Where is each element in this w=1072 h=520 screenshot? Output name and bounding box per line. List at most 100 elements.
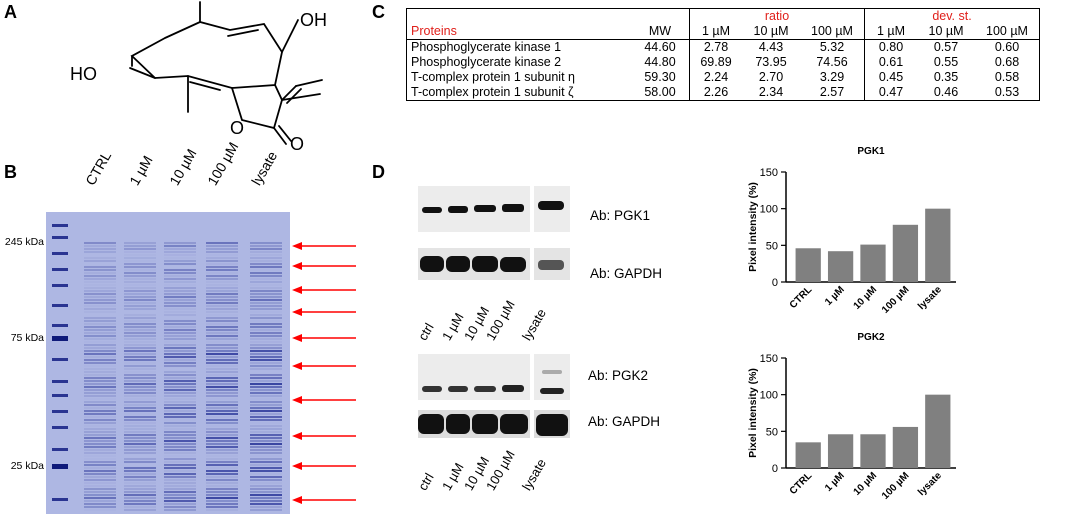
lane-band: [84, 398, 116, 400]
lane-band: [206, 341, 238, 343]
lane-band: [206, 263, 238, 265]
lane-band: [206, 248, 238, 250]
lane-band: [124, 506, 156, 508]
lane-band: [206, 311, 238, 313]
lane-band: [206, 458, 238, 460]
protein-name: T-complex protein 1 subunit η: [411, 70, 575, 84]
band-arrowhead: [292, 262, 302, 270]
lane-band: [124, 440, 156, 442]
x-tick-label: 10 µM: [852, 470, 880, 498]
dev-value: 0.80: [878, 40, 904, 54]
lane-band: [84, 308, 116, 310]
mw-value: 59.30: [631, 70, 690, 85]
lane-band: [250, 509, 282, 511]
lane-band: [206, 245, 238, 247]
chart-title: PGK2: [857, 332, 885, 343]
lane-band: [250, 452, 282, 454]
lane-band: [84, 425, 116, 427]
marker-label-245: 245 kDa: [4, 236, 44, 248]
lane-band: [164, 326, 196, 328]
lane-band: [206, 407, 238, 409]
lane-band: [206, 452, 238, 454]
lane-band: [164, 311, 196, 313]
panel-letter-d: D: [372, 162, 385, 182]
band-arrowhead: [292, 496, 302, 504]
lane-band: [124, 443, 156, 445]
marker-band: [52, 358, 68, 361]
lane-band: [164, 425, 196, 427]
lane-band: [206, 305, 238, 307]
lane-band: [250, 368, 282, 370]
lane-band: [250, 464, 282, 466]
marker-band: [52, 410, 68, 413]
lane-band: [84, 329, 116, 331]
lane-band: [124, 320, 156, 322]
ratio-value: 3.29: [800, 70, 865, 85]
lane-band: [250, 494, 282, 496]
lane-band: [250, 497, 282, 499]
lane-band: [164, 254, 196, 256]
x-tick-label: 1 µM: [823, 284, 847, 308]
marker-band: [52, 252, 68, 255]
lane-band: [84, 326, 116, 328]
lane-band: [84, 416, 116, 418]
lane-band: [250, 284, 282, 286]
lane-band: [250, 329, 282, 331]
lane-band: [164, 491, 196, 493]
lane-band: [124, 332, 156, 334]
lane-band: [84, 395, 116, 397]
lane-band: [124, 470, 156, 472]
x-tick-label: 1 µM: [823, 470, 847, 494]
lane-band: [124, 467, 156, 469]
bar: [795, 248, 821, 282]
lane-band: [206, 479, 238, 481]
ratio-value: 69.89: [700, 55, 732, 69]
lane-band: [124, 434, 156, 436]
lane-band: [206, 293, 238, 295]
lane-band: [124, 452, 156, 454]
band-arrowhead: [292, 334, 302, 342]
lane-band: [250, 488, 282, 490]
dev-conc-header: 1 µM: [864, 24, 917, 40]
lane-band: [250, 278, 282, 280]
lane-band: [250, 374, 282, 376]
lane-band: [124, 245, 156, 247]
lane-band: [164, 392, 196, 394]
lane-band: [250, 281, 282, 283]
lane-band: [84, 422, 116, 424]
lane-band: [84, 464, 116, 466]
lane-band: [164, 257, 196, 259]
lane-band: [124, 392, 156, 394]
lane-band: [206, 431, 238, 433]
lane-band: [206, 362, 238, 364]
lane-band: [206, 434, 238, 436]
lane-band: [164, 479, 196, 481]
lane-band: [164, 398, 196, 400]
lane-band: [84, 251, 116, 253]
lane-band: [84, 347, 116, 349]
lane-band: [164, 266, 196, 268]
lane-band: [124, 356, 156, 358]
lane-band: [124, 314, 156, 316]
lane-band: [250, 308, 282, 310]
lane-band: [206, 350, 238, 352]
lane-band: [164, 380, 196, 382]
protein-name: T-complex protein 1 subunit ζ: [411, 85, 574, 99]
x-tick-label: 10 µM: [852, 284, 880, 312]
y-tick-label: 100: [760, 390, 778, 402]
lane-band: [84, 428, 116, 430]
bar: [827, 251, 854, 282]
blot-lane-label: 100 µM: [483, 297, 518, 343]
dev-value: 0.46: [933, 85, 959, 99]
lane-band: [124, 311, 156, 313]
lane-band: [124, 449, 156, 451]
lane-band: [250, 455, 282, 457]
lane-band: [164, 488, 196, 490]
lane-band: [250, 248, 282, 250]
y-tick-label: 0: [772, 463, 778, 475]
lane-band: [250, 347, 282, 349]
lane-band: [164, 335, 196, 337]
lane-band: [124, 383, 156, 385]
lane-band: [206, 359, 238, 361]
lane-band: [250, 254, 282, 256]
